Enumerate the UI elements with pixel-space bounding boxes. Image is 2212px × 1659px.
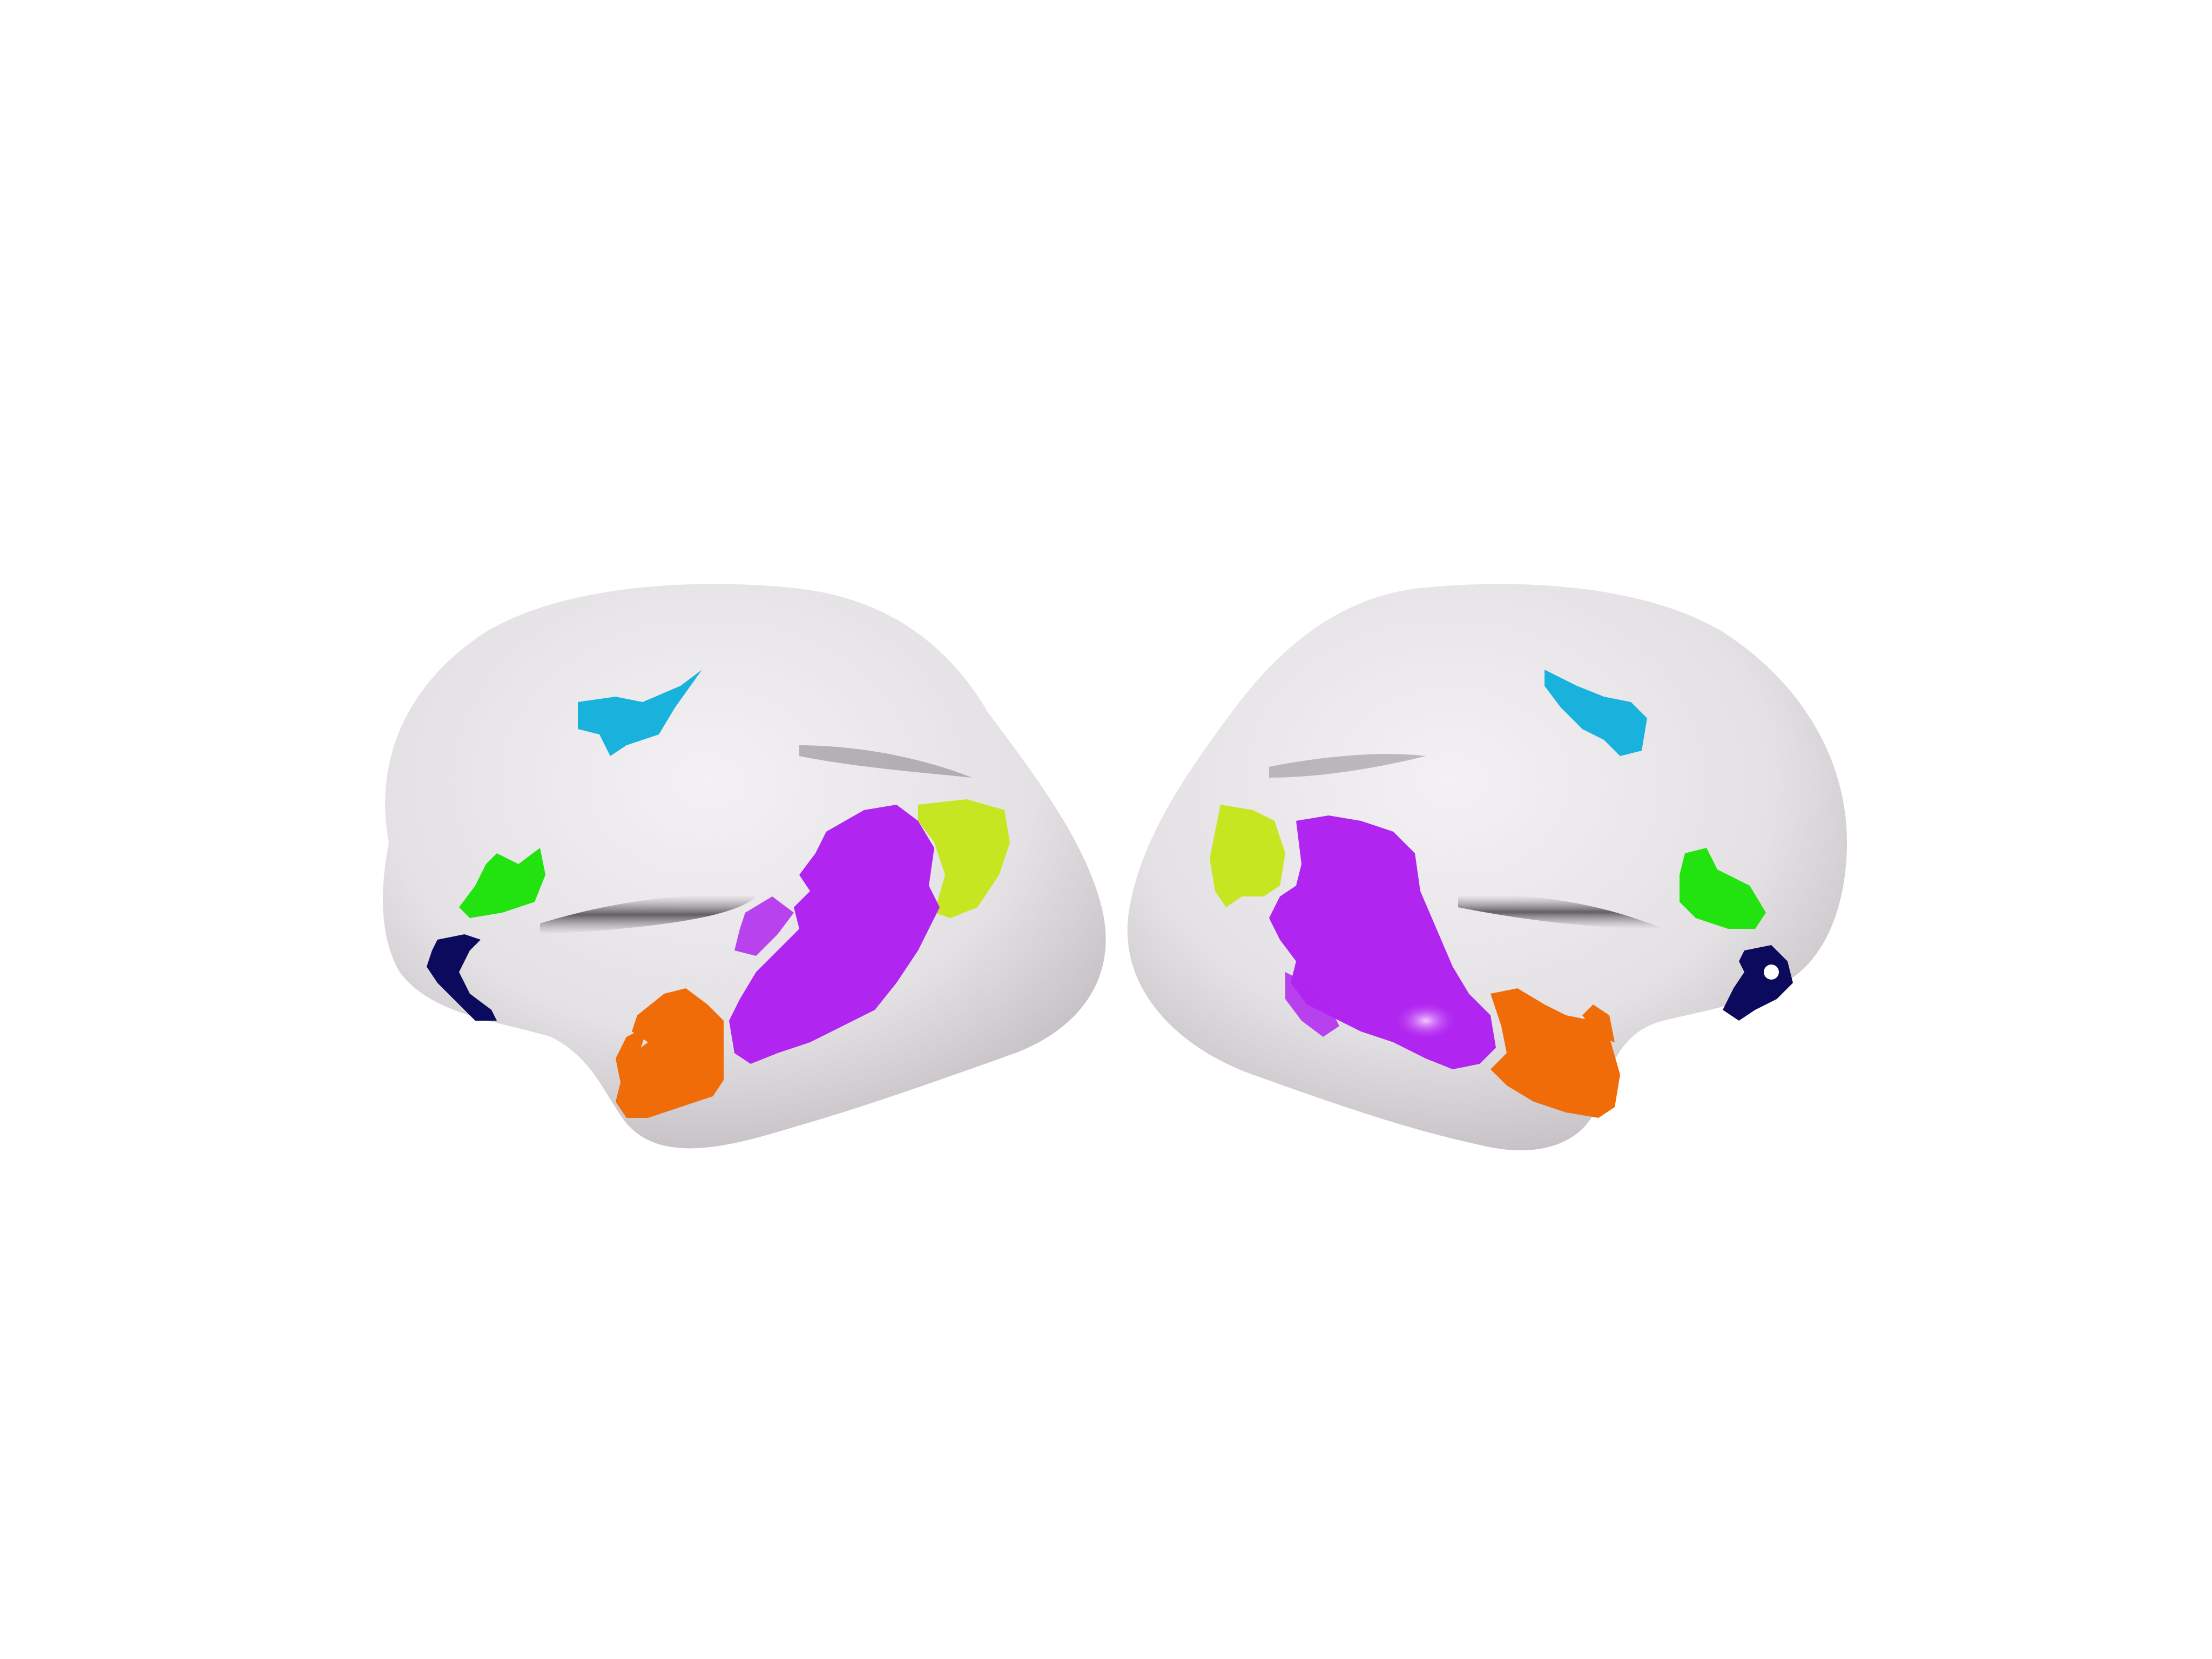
right-central-sulcus-shadow xyxy=(1269,754,1426,778)
right-lateral-sulcus xyxy=(1458,895,1663,929)
left-hemisphere xyxy=(382,584,1106,1149)
left-green-region xyxy=(459,848,545,918)
right-hemisphere xyxy=(1127,584,1847,1151)
right-orange-spike xyxy=(1582,1004,1615,1042)
left-yellow-green-region xyxy=(918,799,1010,918)
left-cyan-region xyxy=(578,670,702,756)
right-yellow-green-region xyxy=(1210,805,1285,907)
right-cyan-region xyxy=(1545,670,1647,756)
left-cortex-surface xyxy=(382,584,1106,1149)
left-orange-tail xyxy=(616,1026,648,1085)
left-lateral-sulcus xyxy=(540,895,756,934)
right-green-region xyxy=(1680,848,1766,929)
right-purple-highlight xyxy=(1393,1001,1458,1040)
right-navy-hole xyxy=(1764,965,1779,980)
left-purple-fringe xyxy=(734,896,794,956)
left-central-sulcus-shadow xyxy=(799,745,972,778)
left-navy-region xyxy=(427,934,497,1021)
right-purple-fringe xyxy=(1285,972,1339,1037)
left-orange-region xyxy=(616,988,724,1118)
right-navy-region xyxy=(1723,945,1793,1021)
left-purple-region xyxy=(729,805,940,1064)
